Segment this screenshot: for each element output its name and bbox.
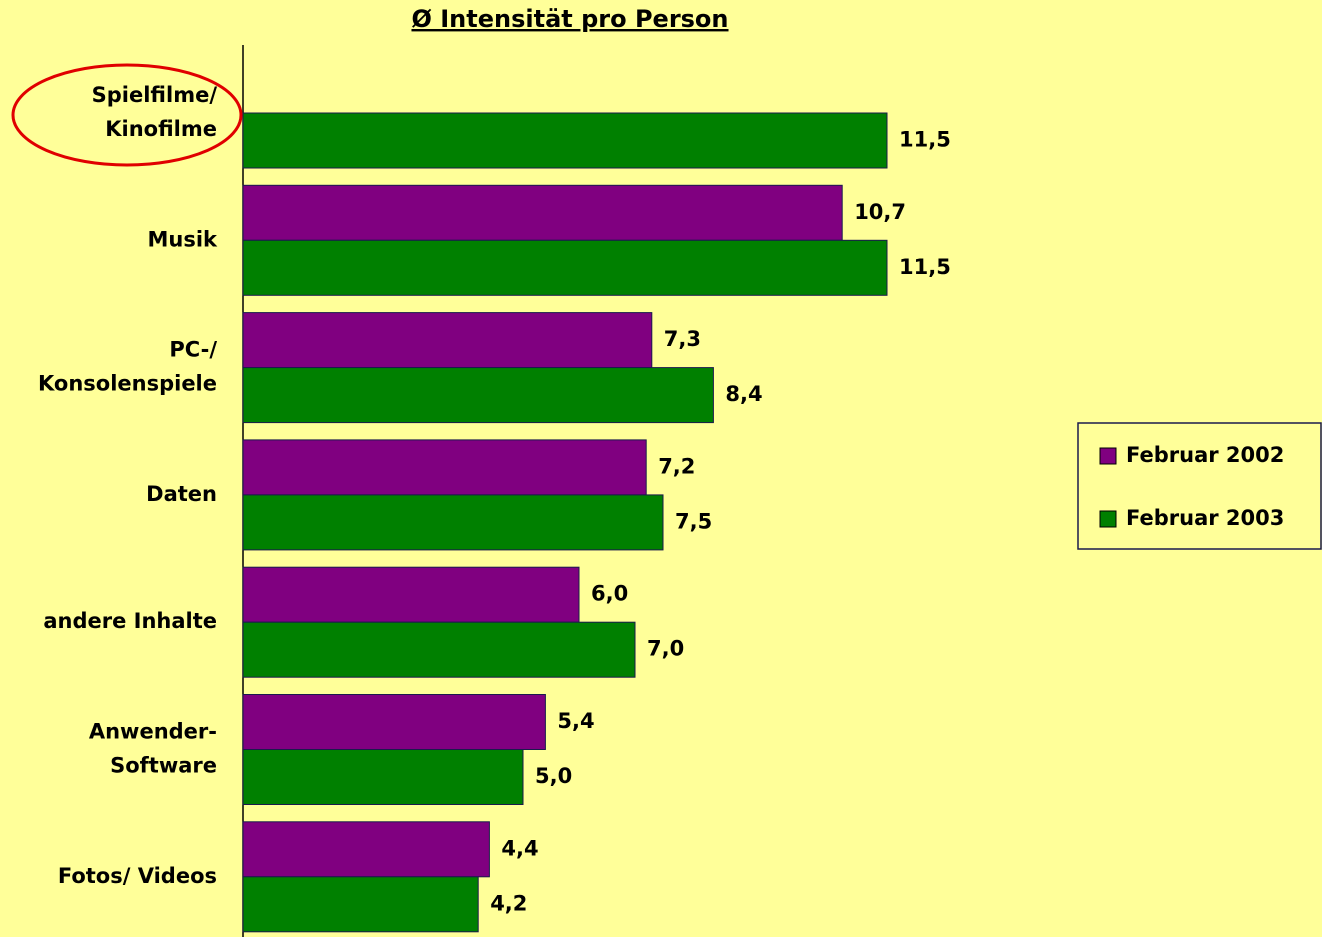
data-label: 7,3 [664,327,701,351]
data-label: 4,4 [501,836,538,860]
y-tick-label: Daten [146,482,217,506]
data-label: 8,4 [725,382,762,406]
legend-swatch [1099,447,1117,465]
bar [242,367,714,424]
legend-label: Februar 2003 [1126,506,1284,530]
bar [242,821,490,878]
y-tick-label: andere Inhalte [43,609,217,633]
y-tick-label: Fotos/ Videos [58,864,217,888]
bar [242,566,580,623]
data-label: 7,5 [675,509,712,533]
data-label: 5,0 [535,764,572,788]
bar [242,621,636,678]
bar [242,312,653,369]
highlight-ellipse [11,63,243,167]
bar [242,239,888,296]
legend-swatch [1099,510,1117,528]
bar [242,876,479,933]
bar [242,439,647,496]
data-label: 11,5 [899,128,951,152]
data-label: 7,2 [658,454,695,478]
chart-title: Ø Intensität pro Person [411,5,728,33]
legend-box [1077,422,1322,550]
y-tick-label: Spielfilme/Kinofilme [92,83,218,141]
data-label: 7,0 [647,637,684,661]
y-tick-label: PC-/Konsolenspiele [38,338,217,396]
bar [242,494,664,551]
data-label: 11,5 [899,255,951,279]
y-tick-label: Anwender-Software [89,720,217,778]
data-label: 6,0 [591,582,628,606]
data-label: 5,4 [557,709,594,733]
data-label: 10,7 [854,200,906,224]
data-label: 4,2 [490,891,527,915]
y-tick-label: Musik [147,227,218,251]
bar [242,749,524,805]
legend-label: Februar 2002 [1126,443,1284,467]
bar [242,694,546,750]
bar [242,184,843,241]
bar [242,112,888,169]
